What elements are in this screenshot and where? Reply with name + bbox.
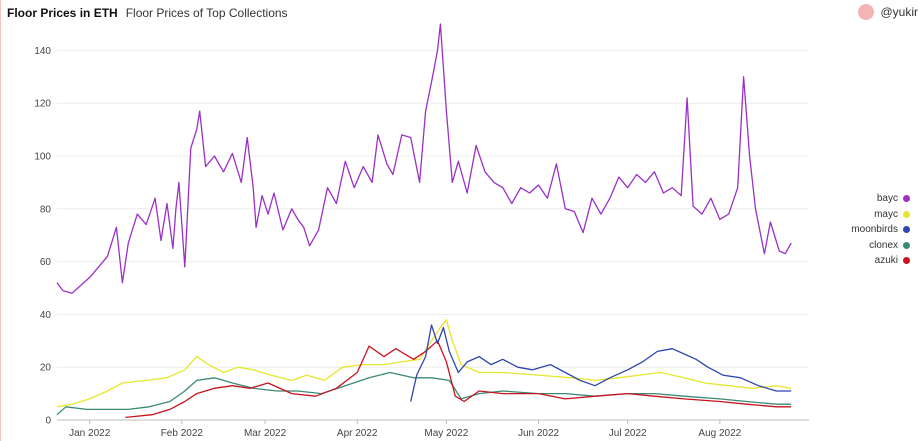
y-tick-label: 100 <box>34 152 51 163</box>
chart-header: Floor Prices in ETH Floor Prices of Top … <box>7 6 288 20</box>
legend-label: moonbirds <box>851 224 898 236</box>
x-axis: Jan 2022 Feb 2022 Mar 2022 Apr 2022 May 2022… <box>69 420 742 439</box>
series-line-mayc[interactable] <box>56 319 792 408</box>
y-tick-label: 40 <box>40 310 52 321</box>
legend-label: clonex <box>869 239 898 251</box>
x-tick-label: Feb 2022 <box>161 428 204 439</box>
y-tick-label: 80 <box>40 204 52 215</box>
y-tick-label: 0 <box>45 416 51 427</box>
x-tick-label: Jan 2022 <box>69 428 111 439</box>
user-badge[interactable]: @yukir <box>858 4 918 20</box>
series-lines <box>56 23 792 419</box>
grid-lines <box>57 49 809 421</box>
legend-dot-icon <box>903 210 910 218</box>
y-tick-label: 120 <box>34 99 51 110</box>
legend-label: azuki <box>874 255 898 267</box>
x-tick-label: Mar 2022 <box>244 428 287 439</box>
series-line-azuki[interactable] <box>125 340 792 419</box>
chart-subtitle: Floor Prices of Top Collections <box>125 6 288 20</box>
legend-item-bayc[interactable]: bayc <box>851 191 910 207</box>
legend-item-mayc[interactable]: mayc <box>851 207 910 223</box>
y-tick-label: 20 <box>40 363 52 374</box>
legend-label: bayc <box>876 193 898 205</box>
series-line-clonex[interactable] <box>56 371 792 416</box>
x-tick-label: Apr 2022 <box>337 428 378 439</box>
x-tick-label: May 2022 <box>424 428 468 439</box>
series-line-moonbirds[interactable] <box>410 324 792 402</box>
y-axis: 0 20 40 60 80 100 120 140 <box>34 46 51 427</box>
series-line-bayc[interactable] <box>56 23 792 294</box>
avatar[interactable] <box>858 4 875 20</box>
legend-item-azuki[interactable]: azuki <box>851 253 910 269</box>
y-tick-label: 60 <box>40 257 52 268</box>
x-tick-label: Jul 2022 <box>609 428 647 439</box>
legend-dot-icon <box>903 226 910 234</box>
y-tick-label: 140 <box>34 46 51 57</box>
x-tick-label: Aug 2022 <box>698 428 741 439</box>
legend-dot-icon <box>903 257 910 265</box>
username[interactable]: @yukir <box>880 5 918 19</box>
chart-title: Floor Prices in ETH <box>7 6 118 20</box>
chart-legend: bayc mayc moonbirds clonex azuki <box>851 191 910 269</box>
legend-item-clonex[interactable]: clonex <box>851 238 910 254</box>
x-tick-label: Jun 2022 <box>518 428 560 439</box>
legend-dot-icon <box>903 195 910 203</box>
legend-dot-icon <box>903 241 910 249</box>
legend-label: mayc <box>874 208 898 220</box>
legend-item-moonbirds[interactable]: moonbirds <box>851 222 910 238</box>
